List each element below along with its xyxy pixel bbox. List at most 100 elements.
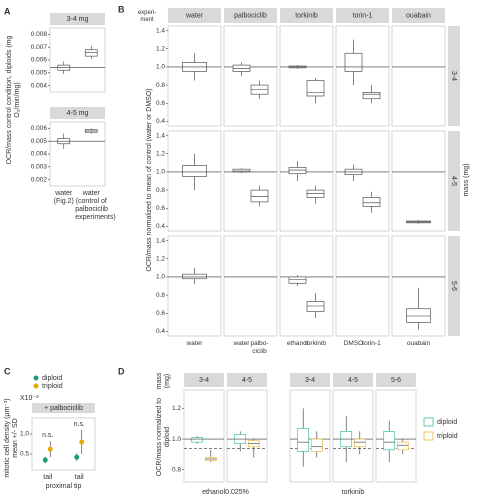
y-tick-label: 0.006	[31, 57, 48, 64]
x-tick-label: tail	[43, 474, 52, 481]
strip-label: water	[185, 12, 204, 19]
strip-label: torin-1	[353, 12, 373, 19]
y-tick-label: 1.2	[156, 45, 165, 52]
x-tick-label: torin-1	[362, 340, 381, 347]
corner-label: experi-ment	[137, 10, 157, 23]
panel	[223, 235, 278, 337]
panel	[223, 130, 278, 232]
y-tick-label: 0.6	[156, 205, 165, 212]
x-tick-label: palbo-ciclib	[250, 340, 269, 355]
strip-label: ouabain	[406, 12, 431, 19]
panel	[223, 25, 278, 127]
box	[362, 197, 381, 207]
point	[74, 454, 80, 460]
panel	[335, 235, 390, 337]
strip	[227, 373, 267, 387]
x-tick-label: torkinib	[305, 340, 326, 347]
y-tick-label: 0.007	[31, 44, 48, 51]
y-tick-label: 0.006	[31, 125, 48, 132]
y-axis-label: OCR/mass normalized to diploid	[156, 397, 171, 477]
box	[191, 437, 204, 443]
row-strip-label: 5-6	[450, 281, 457, 291]
y-tick-label: 0.6	[156, 310, 165, 317]
y-tick-label: 1.0	[156, 169, 165, 176]
legend-label: diploid	[42, 375, 62, 382]
y-tick-label: 0.6	[156, 100, 165, 107]
y-tick-label: 0.8	[156, 292, 165, 299]
panel	[31, 417, 96, 471]
scale-label: X10⁻³	[20, 395, 39, 402]
point	[42, 457, 48, 463]
box	[306, 301, 325, 312]
y-axis-label: OCR/mass normalized to mean of control (…	[146, 88, 153, 272]
box	[182, 165, 207, 177]
annotation: n.s.	[42, 432, 53, 439]
box	[297, 427, 310, 452]
y-tick-label: 0.4	[156, 223, 165, 230]
y-tick-label: 0.8	[156, 82, 165, 89]
y-tick-label: 0.008	[31, 31, 48, 38]
panel	[332, 389, 374, 483]
row-title: mass (mg)	[463, 163, 470, 197]
point	[47, 446, 53, 452]
panel	[279, 130, 334, 232]
strip	[333, 373, 373, 387]
y-tick-label: 1.4	[156, 27, 165, 34]
y-tick-label: 1.4	[156, 237, 165, 244]
y-axis-label: OCR/mass control condition, diploids (mg…	[6, 35, 21, 165]
strip-label: 3-4	[199, 377, 209, 384]
y-tick-label: 1.2	[172, 405, 181, 412]
strip	[392, 8, 445, 23]
y-tick-label: 0.003	[31, 164, 48, 171]
strip	[50, 13, 105, 25]
y-tick-label: 1.2	[156, 150, 165, 157]
x-tick-label: ouabain	[406, 340, 431, 347]
panel	[335, 130, 390, 232]
legend-marker	[423, 417, 434, 427]
strip	[224, 8, 277, 23]
box	[232, 64, 251, 72]
strip-label: 3-4	[305, 377, 315, 384]
y-tick-label: 0.005	[31, 70, 48, 77]
x-tick-label: water (Fig.2)	[53, 190, 74, 205]
box	[344, 52, 363, 72]
box	[182, 273, 207, 280]
y-tick-label: 0.8	[156, 187, 165, 194]
box	[353, 438, 366, 448]
legend-marker	[33, 383, 39, 389]
x-axis-label: proximal tip	[46, 483, 82, 490]
box	[288, 167, 307, 175]
strip-label: palbociclib	[234, 12, 267, 19]
x-tick-label: water	[233, 340, 250, 347]
box	[362, 92, 381, 100]
legend-label: triploid	[437, 433, 458, 440]
strip	[32, 403, 95, 413]
y-tick-label: 1.0	[20, 431, 29, 438]
annotation: n.s.	[74, 421, 85, 428]
legend-label: diploid	[437, 419, 457, 426]
y-tick-label: 1.4	[156, 132, 165, 139]
y-tick-label: 1.0	[156, 64, 165, 71]
y-tick-label: 0.005	[31, 138, 48, 145]
x-tick-label: tail	[75, 474, 84, 481]
box	[310, 438, 323, 452]
y-tick-label: 0.5	[20, 451, 29, 458]
strip-label: 4-5	[242, 377, 252, 384]
legend-label: triploid	[42, 383, 63, 390]
strip-label: 3-4 mg	[67, 16, 89, 23]
x-tick-label: ethanol	[286, 340, 309, 347]
panel-label: B	[118, 4, 125, 14]
x-tick-label: DMSO	[343, 340, 364, 347]
panel	[335, 25, 390, 127]
row-strip	[448, 26, 460, 126]
panel	[391, 25, 446, 127]
x-tick-label: water (control of palbociclib experiment…	[75, 190, 116, 221]
point	[79, 439, 85, 445]
panel	[167, 235, 222, 337]
y-tick-label: 0.8	[172, 466, 181, 473]
strip-label: 5-6	[391, 377, 401, 384]
box	[306, 80, 325, 97]
strip	[376, 373, 416, 387]
